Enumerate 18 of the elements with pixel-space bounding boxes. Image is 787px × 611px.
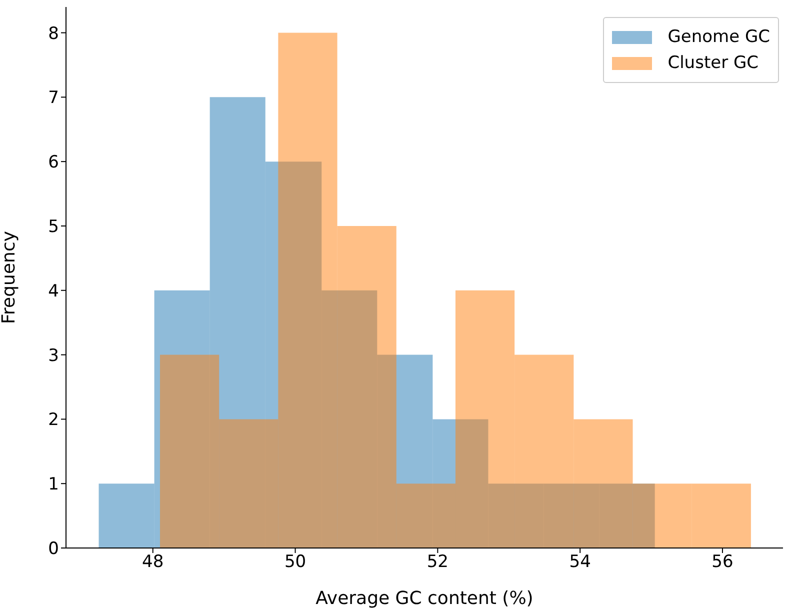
y-tick-label: 6 [48, 152, 59, 173]
y-axis-title: Frequency [0, 230, 20, 324]
legend-label: Genome GC [668, 27, 770, 47]
x-tick-label: 50 [284, 552, 306, 572]
x-tick-label: 48 [142, 552, 164, 572]
y-tick-label: 7 [48, 88, 59, 108]
x-tick-label: 52 [426, 552, 448, 572]
y-tick-label: 0 [48, 539, 59, 560]
x-tick-label: 56 [712, 552, 734, 572]
x-axis-title: Average GC content (%) [316, 588, 534, 609]
y-tick-label: 3 [48, 346, 59, 366]
y-tick-label: 5 [48, 217, 59, 238]
y-tick-label: 2 [48, 410, 59, 430]
x-tick-label: 54 [569, 552, 591, 572]
legend-label: Cluster GC [668, 53, 759, 73]
y-tick-label: 4 [48, 281, 59, 302]
y-tick-label: 1 [48, 474, 59, 495]
y-tick-label: 8 [48, 24, 59, 44]
